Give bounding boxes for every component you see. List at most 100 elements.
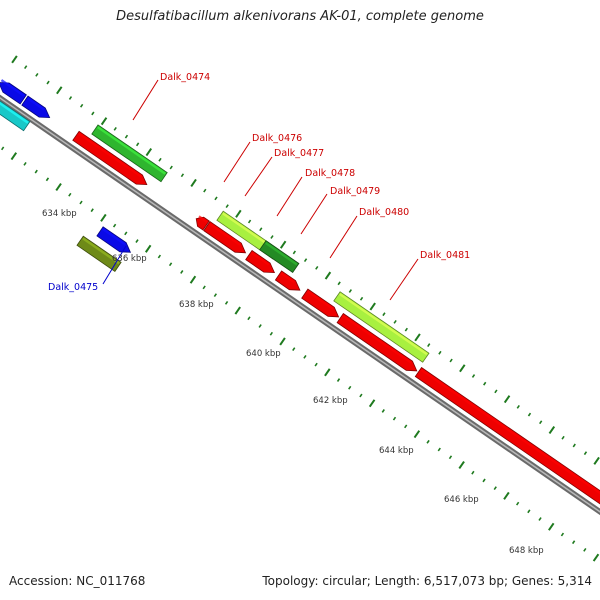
inner-tick bbox=[493, 486, 497, 491]
inner-tick bbox=[0, 146, 5, 151]
scale-labels: 634 kbp 636 kbp 638 kbp 640 kbp 642 kbp 644 k… bbox=[42, 209, 544, 556]
outer-tick bbox=[180, 173, 185, 178]
feature-dalk-0481-cds[interactable] bbox=[336, 312, 418, 372]
gene-label-dalk-0477[interactable]: Dalk_0477 bbox=[274, 148, 324, 159]
feature-dalk-0478-cds-highlight bbox=[280, 272, 296, 284]
feature-dalk-0475-cds-body bbox=[96, 226, 132, 253]
gene-label-dalk-0478[interactable]: Dalk_0478 bbox=[305, 168, 355, 179]
gene-label-dalk-0481[interactable]: Dalk_0481 bbox=[420, 250, 470, 261]
outer-tick bbox=[572, 443, 576, 448]
outer-tick bbox=[494, 389, 498, 394]
outer-tick bbox=[503, 395, 511, 404]
outer-tick bbox=[225, 204, 229, 208]
scale-label: 638 kbp bbox=[179, 300, 214, 310]
inner-tick bbox=[189, 275, 197, 284]
feature-dalk-0476-cds[interactable] bbox=[203, 221, 247, 254]
callout-line-dalk-0476 bbox=[223, 141, 251, 183]
feature-blue-left-b[interactable] bbox=[21, 95, 51, 119]
gene-label-dalk-0475[interactable]: Dalk_0475 bbox=[48, 282, 98, 293]
outer-tick bbox=[303, 258, 308, 263]
outer-tick bbox=[124, 134, 129, 139]
inner-tick bbox=[368, 399, 376, 408]
genome-backbone bbox=[0, 94, 600, 516]
inner-tick bbox=[168, 262, 173, 267]
outer-tick bbox=[292, 250, 297, 255]
feature-track bbox=[0, 79, 600, 525]
feature-dalk-0476-cds-body bbox=[203, 221, 247, 254]
outer-tick bbox=[11, 55, 18, 64]
callout-line-dalk-0478 bbox=[276, 176, 303, 217]
inner-tick bbox=[124, 231, 128, 236]
gene-label-dalk-0480[interactable]: Dalk_0480 bbox=[359, 207, 409, 218]
callout-line-dalk-0474 bbox=[132, 79, 159, 121]
inner-tick bbox=[68, 192, 72, 197]
feature-red-long-highlight bbox=[420, 368, 600, 495]
callout-line-dalk-0480 bbox=[329, 215, 358, 259]
inner-tick bbox=[413, 430, 421, 439]
inner-tick bbox=[269, 331, 273, 336]
inner-tick bbox=[213, 293, 218, 298]
gene-label-dalk-0479[interactable]: Dalk_0479 bbox=[330, 186, 380, 197]
inner-tick bbox=[135, 239, 139, 243]
inner-tick bbox=[503, 491, 510, 500]
outer-tick bbox=[79, 103, 84, 108]
inner-tick bbox=[527, 509, 531, 514]
inner-tick bbox=[45, 177, 50, 182]
feature-dalk-0475-cds[interactable] bbox=[96, 226, 132, 253]
feature-dalk-0474-cds[interactable] bbox=[72, 130, 148, 186]
inner-tick bbox=[448, 455, 453, 460]
outer-tick bbox=[235, 209, 242, 218]
feature-dalk-0476-gene-highlight bbox=[222, 212, 278, 252]
feature-dalk-0477-cds[interactable] bbox=[245, 249, 276, 274]
scale-label: 646 kbp bbox=[444, 495, 479, 505]
inner-tick bbox=[23, 161, 27, 166]
feature-cyan-left[interactable] bbox=[0, 94, 31, 132]
scale-label: 644 kbp bbox=[379, 446, 414, 456]
outer-tick bbox=[527, 412, 532, 417]
outer-tick bbox=[279, 240, 287, 249]
outer-tick bbox=[337, 281, 341, 286]
outer-tick bbox=[324, 271, 332, 280]
feature-dalk-0475-gene[interactable] bbox=[76, 235, 122, 272]
outer-tick bbox=[169, 165, 173, 170]
feature-red-long[interactable] bbox=[414, 366, 600, 525]
inner-tick bbox=[314, 362, 318, 367]
outer-tick bbox=[583, 451, 588, 456]
outer-tick bbox=[315, 265, 319, 270]
inner-tick bbox=[34, 169, 38, 174]
outer-tick bbox=[35, 72, 39, 77]
outer-tick bbox=[214, 196, 218, 201]
feature-dalk-0478-gene[interactable] bbox=[259, 240, 300, 274]
outer-tick bbox=[516, 404, 520, 409]
inner-tick bbox=[100, 213, 107, 222]
outer-tick bbox=[68, 96, 73, 100]
gene-label-dalk-0476[interactable]: Dalk_0476 bbox=[252, 133, 302, 144]
feature-blue-left-a[interactable] bbox=[0, 79, 27, 105]
outer-tick bbox=[459, 364, 466, 373]
gene-label-dalk-0474[interactable]: Dalk_0474 bbox=[160, 72, 210, 83]
feature-dalk-0481-cds-body bbox=[336, 312, 418, 372]
feature-dalk-0478-gene-body bbox=[259, 240, 300, 274]
inner-tick bbox=[258, 324, 262, 328]
feature-dalk-0481-gene[interactable] bbox=[333, 291, 430, 363]
feature-cyan-left-highlight bbox=[0, 102, 29, 124]
feature-dalk-0478-cds[interactable] bbox=[274, 270, 301, 291]
inner-tick bbox=[538, 517, 542, 521]
outer-tick bbox=[393, 320, 397, 324]
feature-dalk-0481-gene-body bbox=[333, 291, 430, 363]
inner-tick bbox=[10, 152, 18, 161]
feature-dalk-0480-cds[interactable] bbox=[301, 288, 340, 318]
inner-tick bbox=[202, 285, 206, 290]
outer-tick bbox=[593, 456, 600, 465]
scale-label: 634 kbp bbox=[42, 209, 77, 219]
outer-tick bbox=[247, 219, 252, 224]
outer-tick bbox=[438, 350, 442, 355]
feature-red-small-highlight bbox=[198, 215, 208, 224]
callout-line-dalk-0479 bbox=[300, 193, 328, 235]
feature-red-small[interactable] bbox=[195, 215, 210, 231]
outer-tick bbox=[539, 420, 543, 425]
scale-label: 636 kbp bbox=[112, 254, 147, 264]
feature-dalk-0474-gene-body bbox=[91, 124, 168, 183]
feature-dalk-0474-gene[interactable] bbox=[91, 124, 168, 183]
